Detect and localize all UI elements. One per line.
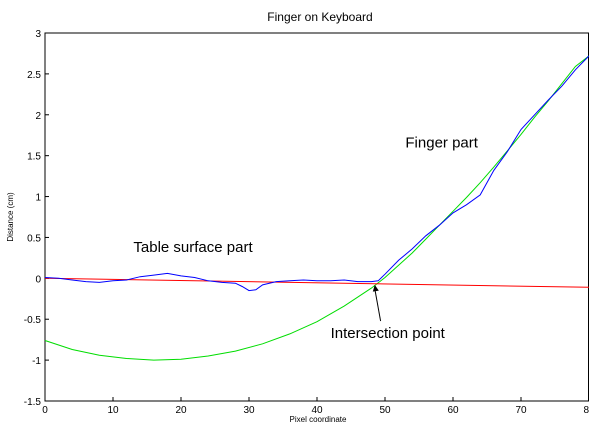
annotation-label: Table surface part: [133, 239, 253, 256]
x-tick-label: 60: [447, 405, 459, 416]
annotations: Finger part Table surface part Intersectio…: [133, 134, 478, 342]
y-tick-label: 0: [35, 274, 41, 285]
y-axis-label: Distance (cm): [6, 192, 15, 242]
x-tick-label: 80: [583, 405, 589, 416]
y-tick-label: 2: [35, 111, 41, 122]
x-tick-label: 10: [107, 405, 119, 416]
series-line-fitted-parabola: [44, 55, 589, 361]
y-tick-label: 1: [35, 193, 41, 204]
y-tick-label: -1: [32, 356, 41, 367]
plot-area: [44, 32, 589, 402]
x-axis: 0 10 20 30 40 50 60 70 80: [42, 397, 589, 416]
annotation-label: Intersection point: [331, 325, 446, 342]
chart-title: Finger on Keyboard: [267, 10, 372, 24]
series-layer: [44, 55, 589, 361]
y-tick-label: 2.5: [27, 70, 41, 81]
x-tick-label: 70: [515, 405, 527, 416]
annotation-label: Finger part: [405, 134, 478, 151]
y-axis: -1.5 -1 -0.5 0 0.5 1 1.5 2 2.5 3: [24, 29, 49, 408]
x-tick-label: 50: [379, 405, 391, 416]
series-line-table-fit-line: [44, 277, 589, 288]
x-axis-label: Pixel coordinate: [290, 415, 347, 424]
y-tick-label: 0.5: [27, 233, 41, 244]
y-tick-label: 3: [35, 29, 41, 40]
annotation-arrow: [374, 288, 382, 322]
y-tick-label: 1.5: [27, 152, 41, 163]
x-tick-label: 40: [311, 405, 323, 416]
y-tick-label: -1.5: [24, 397, 42, 408]
series-line-measured-curve: [44, 55, 589, 292]
y-tick-label: -0.5: [24, 315, 42, 326]
x-tick-label: 0: [42, 405, 48, 416]
x-tick-label: 20: [175, 405, 187, 416]
x-tick-label: 30: [243, 405, 255, 416]
annotation-arrowhead: [372, 284, 379, 292]
